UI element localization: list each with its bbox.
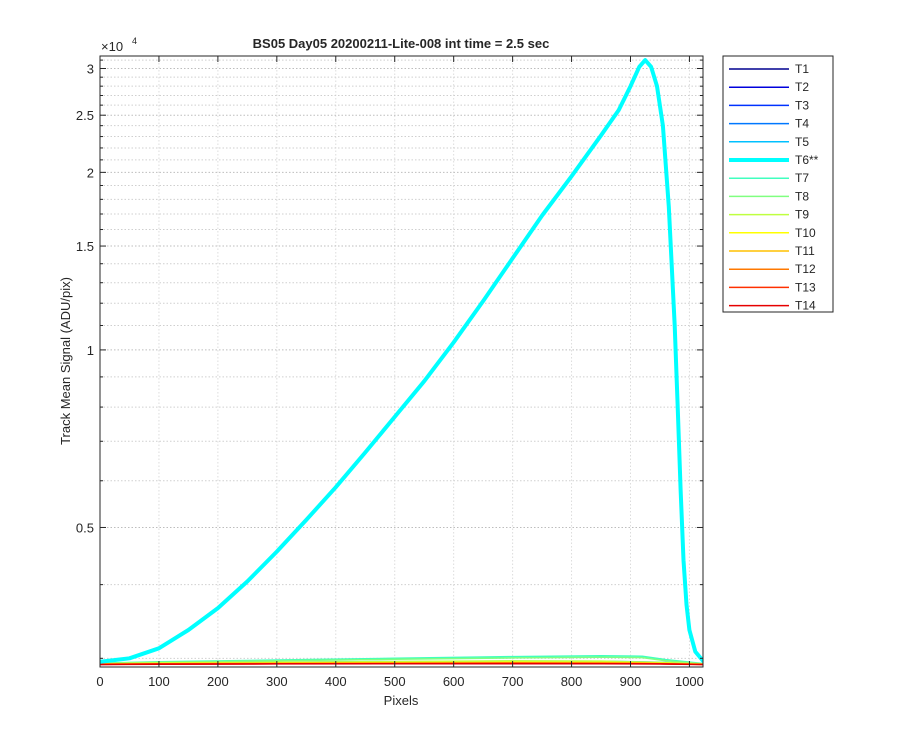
x-tick-labels: 0 100 200 300 400 500 600 700 800 900 1000 <box>96 674 704 689</box>
legend-label: T14 <box>795 299 816 313</box>
axis-ticks <box>99 56 703 667</box>
legend-label: T11 <box>795 244 815 258</box>
y-tick-label: 0.5 <box>76 520 94 535</box>
legend-label: T13 <box>795 280 816 294</box>
series-line-t6 <box>100 58 703 664</box>
legend-label: T2 <box>795 80 809 94</box>
plot-area <box>100 56 703 667</box>
legend-label: T6** <box>795 153 819 167</box>
legend-label: T12 <box>795 262 816 276</box>
y-exponent-label: ×10 4 <box>101 36 137 54</box>
legend-label: T3 <box>795 98 809 112</box>
legend-label: T10 <box>795 226 816 240</box>
plot-frame <box>99 55 704 668</box>
y-tick-label: 1 <box>87 343 94 358</box>
x-axis-label: Pixels <box>384 693 419 708</box>
legend-label: T1 <box>795 62 809 76</box>
y-tick-label: 2 <box>87 165 94 180</box>
y-axis-label: Track Mean Signal (ADU/pix) <box>58 277 73 445</box>
y-exponent-power: 4 <box>132 36 137 46</box>
x-tick-label: 900 <box>620 674 642 689</box>
x-tick-label: 700 <box>502 674 524 689</box>
y-exponent-base: ×10 <box>101 39 123 54</box>
x-tick-label: 400 <box>325 674 347 689</box>
x-tick-label: 0 <box>96 674 103 689</box>
x-tick-label: 300 <box>266 674 288 689</box>
legend-label: T8 <box>795 189 809 203</box>
chart-title: BS05 Day05 20200211-Lite-008 int time = … <box>253 36 550 51</box>
x-tick-label: 600 <box>443 674 465 689</box>
legend-box <box>722 55 834 313</box>
legend-label: T5 <box>795 135 809 149</box>
y-tick-label: 2.5 <box>76 108 94 123</box>
y-tick-label: 3 <box>87 61 94 76</box>
x-tick-label: 500 <box>384 674 406 689</box>
y-tick-labels: 0.5 1 1.5 2 2.5 3 <box>76 61 94 535</box>
series-line-t8 <box>100 656 703 665</box>
series-line-t14 <box>100 662 703 666</box>
legend-label: T9 <box>795 208 809 222</box>
x-tick-label: 100 <box>148 674 170 689</box>
legend-label: T7 <box>795 171 809 185</box>
x-tick-label: 1000 <box>675 674 704 689</box>
legend-label: T4 <box>795 117 809 131</box>
x-tick-label: 200 <box>207 674 229 689</box>
y-tick-label: 1.5 <box>76 239 94 254</box>
x-tick-label: 800 <box>561 674 583 689</box>
legend: T1 T2 T3 T4 T5 T6** T7 T8 T9 T10 T11 T12 T13 T14 <box>722 55 834 313</box>
